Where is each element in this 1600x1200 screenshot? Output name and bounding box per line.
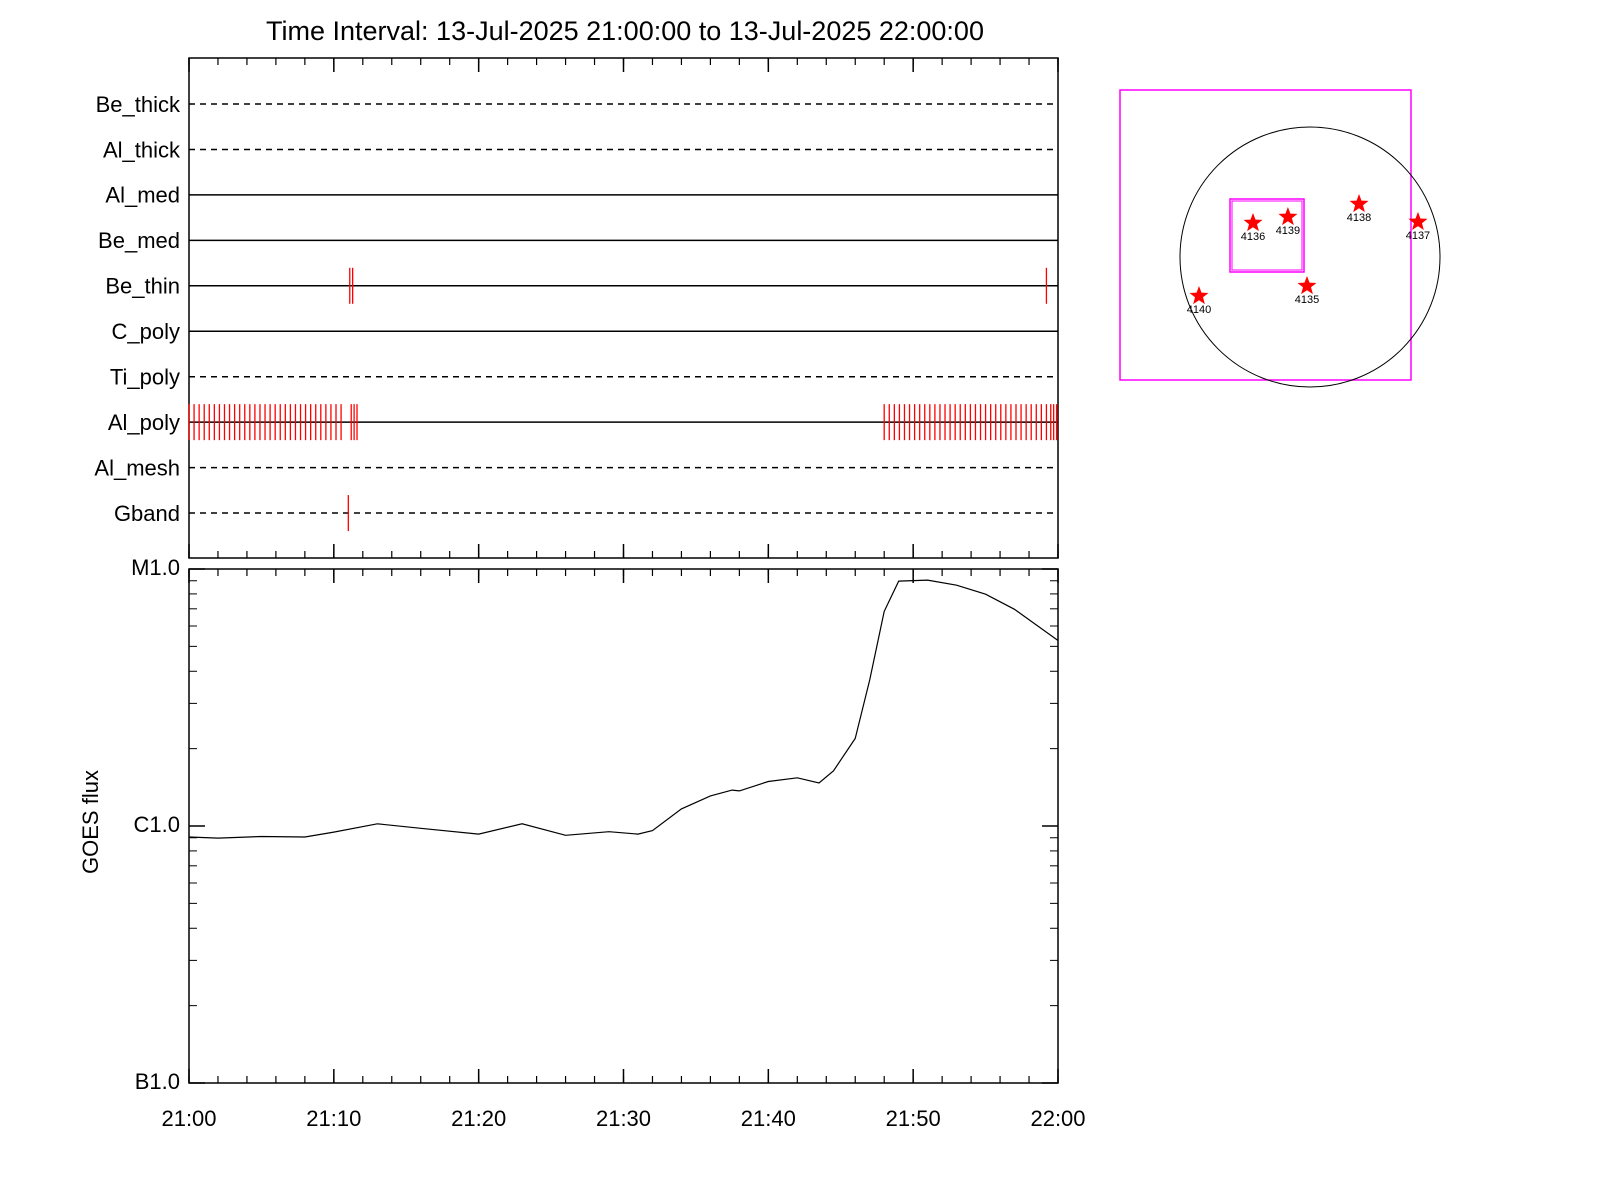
x-tick-label: 21:00 — [161, 1106, 216, 1131]
timeline-frame — [188, 57, 1059, 559]
x-tick-label: 21:50 — [886, 1106, 941, 1131]
region-star — [1349, 194, 1369, 213]
row-label: Gband — [114, 501, 180, 526]
y-axis-label: GOES flux — [78, 770, 103, 874]
row-label: Al_med — [105, 183, 180, 208]
row-label: C_poly — [112, 319, 180, 344]
fov-box-inner — [1231, 200, 1303, 271]
solar-disk — [1179, 126, 1441, 388]
row-label: Al_thick — [103, 137, 181, 162]
region-star — [1189, 286, 1209, 305]
region-star — [1297, 276, 1317, 295]
row-label: Be_thick — [96, 92, 181, 117]
goes-flux-line — [188, 579, 1059, 839]
region-label: 4135 — [1295, 294, 1319, 306]
row-label: Be_thin — [105, 274, 180, 299]
title: Time Interval: 13-Jul-2025 21:00:00 to 1… — [266, 16, 984, 46]
flux-frame — [188, 568, 1059, 1084]
region-label: 4137 — [1406, 230, 1430, 242]
x-tick-label: 21:10 — [306, 1106, 361, 1131]
row-label: Be_med — [98, 228, 180, 253]
fov-box — [1119, 89, 1412, 381]
region-label: 4136 — [1241, 231, 1265, 243]
region-label: 4138 — [1347, 212, 1371, 224]
row-label: Al_poly — [108, 410, 180, 435]
y-tick-label: M1.0 — [131, 555, 180, 580]
fov-box-small — [1229, 198, 1305, 273]
row-label: Ti_poly — [110, 365, 180, 390]
region-label: 4140 — [1187, 304, 1211, 316]
y-tick-label: C1.0 — [134, 812, 180, 837]
row-label: Al_mesh — [94, 455, 180, 480]
x-tick-label: 22:00 — [1030, 1106, 1085, 1131]
x-tick-label: 21:20 — [451, 1106, 506, 1131]
x-tick-label: 21:30 — [596, 1106, 651, 1131]
x-tick-label: 21:40 — [741, 1106, 796, 1131]
y-tick-label: B1.0 — [135, 1069, 180, 1094]
region-star — [1408, 211, 1428, 230]
region-star — [1243, 213, 1263, 232]
region-star — [1278, 207, 1298, 226]
region-label: 4139 — [1276, 225, 1300, 237]
